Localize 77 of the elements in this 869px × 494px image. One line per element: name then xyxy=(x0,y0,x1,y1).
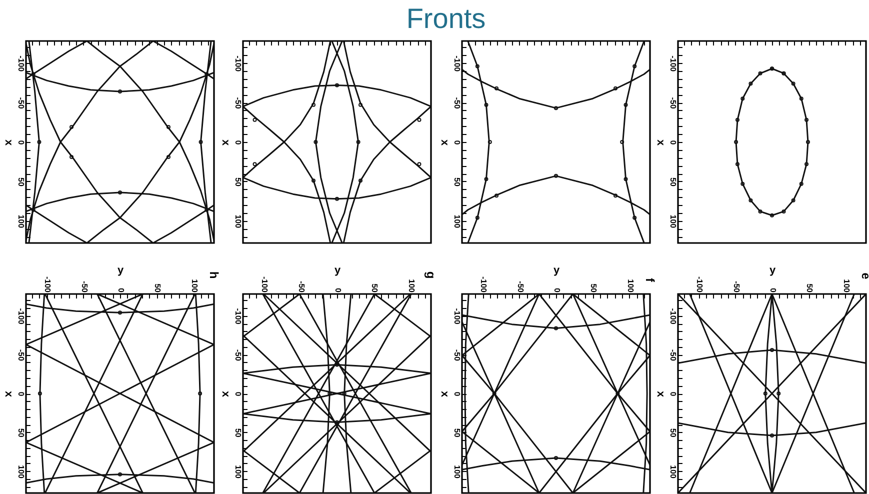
x-axis-title: y xyxy=(769,264,776,276)
x-tick-label: -50 xyxy=(732,280,741,294)
x-tick-label: -50 xyxy=(296,280,306,294)
x-tick-label: 100 xyxy=(842,279,851,294)
y-tick-label: -50 xyxy=(234,97,242,110)
y-axis-title: x xyxy=(220,390,232,398)
y-tick-label: 50 xyxy=(452,178,462,187)
y-tick-label: -100 xyxy=(452,308,462,325)
y-tick-label: 100 xyxy=(452,214,462,229)
x-tick-label: 50 xyxy=(153,284,162,294)
y-axis-title: x xyxy=(2,139,14,146)
y-tick-label: 100 xyxy=(234,214,242,229)
x-tick-label: -100 xyxy=(695,276,704,294)
chart-title: h xyxy=(207,271,221,279)
y-tick-label: -100 xyxy=(234,308,242,325)
y-axis-title: x xyxy=(220,139,232,146)
chart-title: e xyxy=(859,272,869,280)
y-tick-label: 50 xyxy=(452,428,462,438)
x-tick-label: 50 xyxy=(370,284,380,294)
y-axis-title: x xyxy=(438,139,450,146)
y-axis-title: x xyxy=(438,390,450,398)
x-tick-label: 100 xyxy=(406,279,416,294)
y-tick-label: 0 xyxy=(668,140,678,146)
x-tick-label: -100 xyxy=(479,276,488,294)
y-tick-label: 0 xyxy=(452,140,462,146)
y-axis-title: x xyxy=(2,390,14,398)
x-tick-label: 0 xyxy=(768,288,778,294)
y-tick-label: 100 xyxy=(16,214,26,229)
y-tick-label: -100 xyxy=(452,56,462,72)
y-tick-label: 0 xyxy=(234,392,242,397)
y-tick-label: -50 xyxy=(16,97,26,110)
y-tick-label: -50 xyxy=(16,349,26,362)
y-tick-label: 50 xyxy=(234,428,242,438)
y-tick-label: 100 xyxy=(668,465,678,479)
x-tick-label: 0 xyxy=(116,288,126,294)
x-tick-label: 50 xyxy=(805,284,814,294)
x-axis-title: y xyxy=(553,264,560,276)
x-tick-label: 100 xyxy=(190,279,199,294)
y-axis-title: x xyxy=(654,390,666,398)
y-tick-label: 50 xyxy=(234,178,242,187)
x-tick-label: -100 xyxy=(260,276,270,294)
y-tick-label: 50 xyxy=(16,178,26,187)
y-tick-label: 50 xyxy=(16,428,26,438)
x-tick-label: -50 xyxy=(516,280,525,294)
y-tick-label: 0 xyxy=(16,392,26,397)
y-tick-label: -100 xyxy=(16,308,26,325)
y-tick-label: -100 xyxy=(668,308,678,325)
y-axis-title: x xyxy=(654,139,666,146)
x-tick-label: -100 xyxy=(43,276,52,294)
text: Fronts xyxy=(405,3,487,35)
y-tick-label: -100 xyxy=(234,56,242,72)
y-tick-label: -100 xyxy=(668,56,678,72)
y-tick-label: 0 xyxy=(234,140,242,146)
x-tick-label: 0 xyxy=(552,288,562,294)
y-tick-label: 100 xyxy=(234,465,242,479)
y-tick-label: -50 xyxy=(668,349,678,362)
chart-title: f xyxy=(643,278,657,283)
y-tick-label: 50 xyxy=(668,178,678,187)
y-tick-label: -100 xyxy=(16,56,26,72)
x-tick-label: 0 xyxy=(334,288,342,294)
y-tick-label: 0 xyxy=(668,392,678,397)
chart-title: g xyxy=(424,271,438,279)
x-axis-title: y xyxy=(117,264,124,276)
y-tick-label: 100 xyxy=(452,465,462,479)
y-tick-label: -50 xyxy=(452,349,462,362)
x-tick-label: -50 xyxy=(80,280,89,294)
y-tick-label: 100 xyxy=(16,465,26,479)
x-tick-label: 50 xyxy=(589,284,598,294)
y-tick-label: 0 xyxy=(452,392,462,397)
x-tick-label: 100 xyxy=(626,279,635,294)
x-axis-title: y xyxy=(334,264,342,276)
y-tick-label: -50 xyxy=(452,97,462,110)
y-tick-label: 50 xyxy=(668,428,678,438)
y-tick-label: 100 xyxy=(668,214,678,229)
y-tick-label: 0 xyxy=(16,140,26,146)
y-tick-label: -50 xyxy=(668,97,678,110)
y-tick-label: -50 xyxy=(234,349,242,362)
